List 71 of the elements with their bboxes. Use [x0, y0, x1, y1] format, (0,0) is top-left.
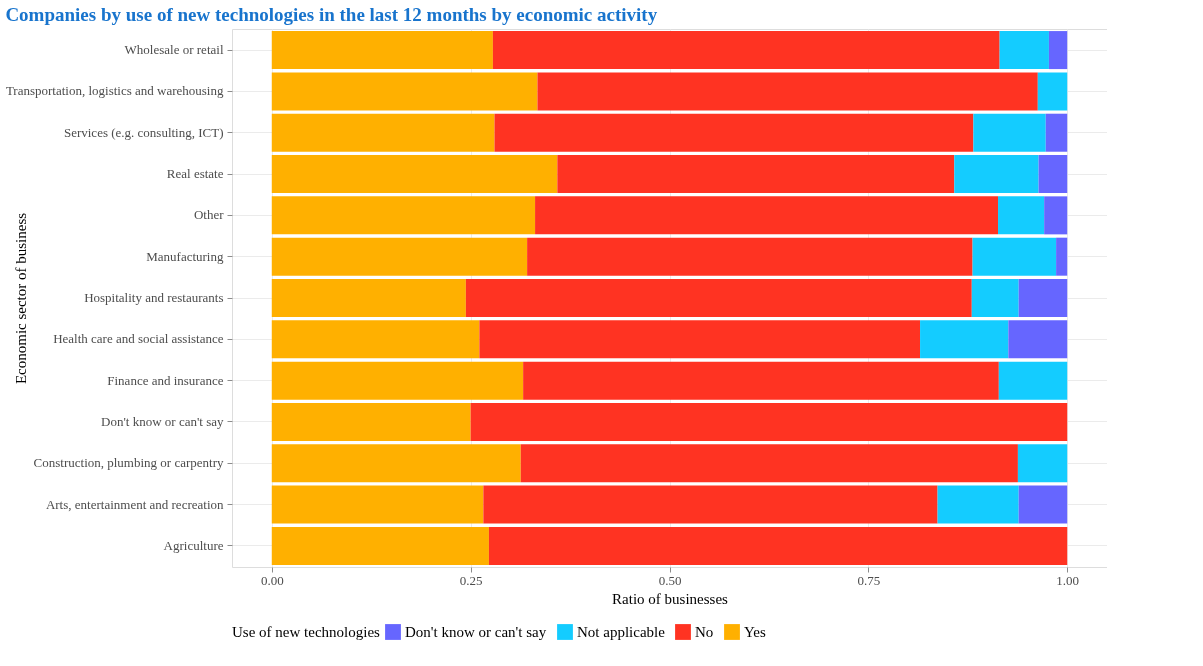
bar	[271, 113, 495, 152]
bar	[999, 31, 1049, 70]
bar	[271, 31, 493, 70]
x-tick-label: 0.25	[459, 572, 483, 588]
bar	[1018, 278, 1068, 318]
bar	[271, 196, 536, 235]
bar	[1037, 72, 1068, 111]
bar	[1056, 237, 1068, 276]
bar	[271, 237, 528, 276]
y-tick-label: Wholesale or retail	[124, 42, 224, 58]
y-tick-label: Real estate	[166, 166, 224, 182]
bar	[271, 278, 466, 318]
bar	[973, 113, 1046, 152]
bar	[998, 196, 1045, 235]
bar	[483, 485, 938, 524]
bar	[1008, 320, 1068, 359]
legend-title: Use of new technologies	[232, 624, 381, 640]
bar	[523, 361, 999, 400]
y-tick-label: Health care and social assistance	[53, 331, 224, 347]
y-tick-label: Other	[193, 207, 225, 223]
bar	[271, 361, 524, 400]
y-tick-label: Manufacturing	[146, 248, 224, 264]
bar	[937, 485, 1019, 524]
y-tick-label: Finance and insurance	[107, 372, 224, 388]
bar	[1018, 485, 1068, 524]
y-axis-title: Economic sector of business	[12, 212, 29, 385]
bar	[1044, 196, 1068, 235]
bar	[488, 526, 1068, 565]
y-tick-label: Hospitality and restaurants	[84, 290, 224, 305]
y-tick-label: Transportation, logistics and warehousing	[5, 83, 224, 99]
legend-label: Yes	[744, 624, 766, 640]
bar	[972, 237, 1057, 276]
bar	[271, 320, 480, 359]
chart-title: Companies by use of new technologies in the last 12 months by economic activity	[5, 4, 658, 25]
bar	[494, 113, 974, 152]
bar	[537, 72, 1038, 111]
bar	[479, 320, 921, 359]
bar	[557, 155, 955, 194]
bar	[465, 278, 972, 318]
bar	[971, 278, 1019, 318]
bar	[1038, 155, 1068, 194]
bar	[954, 155, 1039, 194]
legend-label: Don't know or can't say	[405, 624, 547, 640]
y-tick-label: Agriculture	[163, 537, 224, 553]
y-tick-label: Services (e.g. consulting, ICT)	[63, 124, 224, 140]
bar	[470, 402, 1068, 441]
bar	[271, 155, 558, 194]
bar	[520, 444, 1018, 483]
bar	[271, 444, 521, 483]
x-tick-label: 0.00	[260, 572, 284, 588]
bar	[271, 402, 471, 441]
bar	[998, 361, 1068, 400]
bar	[271, 485, 484, 524]
bar	[1048, 31, 1068, 70]
y-tick-label: Construction, plumbing or carpentry	[33, 455, 224, 471]
bar	[535, 196, 999, 235]
x-tick-label: 1.00	[1056, 572, 1080, 588]
x-tick-label: 0.50	[658, 572, 682, 588]
y-tick-label: Arts, entertainment and recreation	[45, 496, 224, 512]
legend-label: Not applicable	[577, 624, 666, 640]
x-axis-title: Ratio of businesses	[612, 590, 729, 607]
bar	[1017, 444, 1068, 483]
bar	[271, 526, 489, 565]
bar	[492, 31, 1000, 70]
bar	[527, 237, 973, 276]
bar	[1045, 113, 1068, 152]
bar	[920, 320, 1009, 359]
x-tick-label: 0.75	[857, 572, 881, 588]
legend-label: No	[695, 624, 714, 640]
y-tick-label: Don't know or can't say	[101, 413, 224, 429]
bar	[271, 72, 538, 111]
